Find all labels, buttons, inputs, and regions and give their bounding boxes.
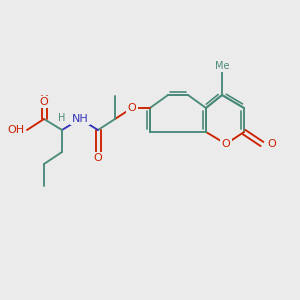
Text: O: O <box>267 139 276 149</box>
Text: O: O <box>40 97 48 107</box>
Text: OH: OH <box>8 125 25 135</box>
Text: Me: Me <box>215 61 229 71</box>
Text: NH: NH <box>72 114 88 124</box>
Text: H: H <box>58 113 66 123</box>
Text: O: O <box>128 103 136 113</box>
Text: O: O <box>222 139 230 149</box>
Text: O: O <box>94 153 102 163</box>
